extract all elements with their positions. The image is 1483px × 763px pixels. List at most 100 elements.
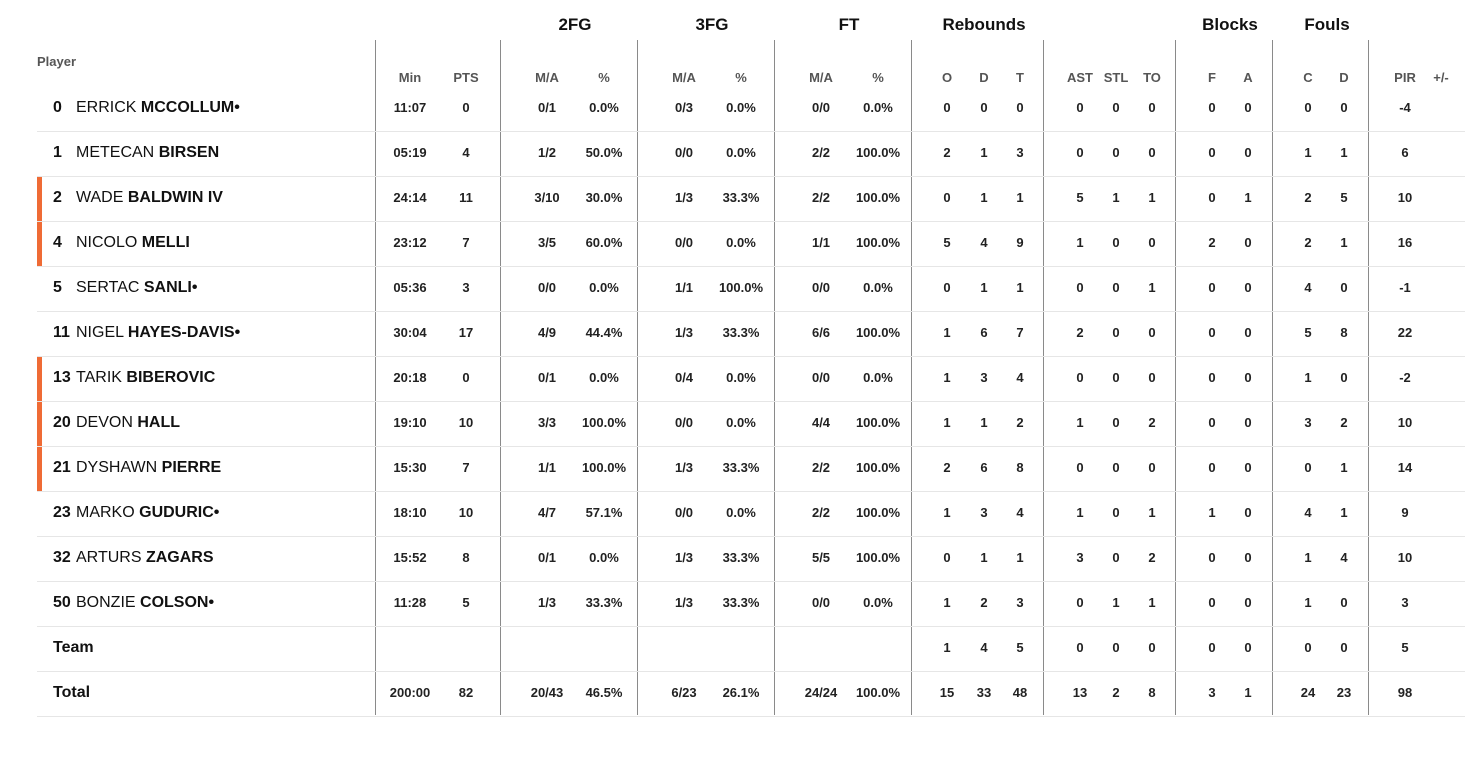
column-divider xyxy=(637,40,638,715)
column-header-to[interactable]: TO xyxy=(1143,70,1161,85)
row-divider xyxy=(37,131,1465,132)
column-header-reb-o[interactable]: O xyxy=(941,70,953,85)
column-header-3fg-ma[interactable]: M/A xyxy=(672,70,696,85)
player-name-link[interactable]: BONZIE COLSON• xyxy=(76,592,214,614)
stat-cell-fg2-pct: 100.0% xyxy=(581,460,627,475)
stat-cell-ft-pct: 100.0% xyxy=(855,550,901,565)
stat-cell-blk-f: 0 xyxy=(1208,325,1216,340)
player-name-link[interactable]: NICOLO MELLI xyxy=(76,232,190,254)
player-last-name: BIRSEN xyxy=(158,144,220,161)
player-first-name: ARTURS xyxy=(76,549,142,566)
stat-cell-pir: 9 xyxy=(1401,505,1409,520)
column-divider xyxy=(1272,40,1273,715)
group-header-2fg: 2FG xyxy=(558,15,592,34)
player-number: 21 xyxy=(53,459,71,476)
column-header-ft-pct[interactable]: % xyxy=(872,70,884,85)
stat-cell-blk-a: 0 xyxy=(1244,595,1252,610)
stat-cell-stl: 0 xyxy=(1112,460,1120,475)
row-divider xyxy=(37,311,1465,312)
stat-cell-reb-t: 1 xyxy=(1016,280,1024,295)
column-header-plusminus[interactable]: +/- xyxy=(1433,70,1449,85)
stat-cell-ast: 2 xyxy=(1076,325,1084,340)
stat-cell-min: 05:19 xyxy=(393,145,427,160)
column-header-stl[interactable]: STL xyxy=(1103,70,1129,85)
stat-cell-reb-t: 3 xyxy=(1016,145,1024,160)
stat-cell-ft-pct: 0.0% xyxy=(863,370,893,385)
column-header-2fg-ma[interactable]: M/A xyxy=(535,70,559,85)
stat-cell-blk-a: 0 xyxy=(1244,280,1252,295)
stat-cell-pir: 22 xyxy=(1397,325,1413,340)
column-header-ft-ma[interactable]: M/A xyxy=(809,70,833,85)
row-divider xyxy=(37,401,1465,402)
column-header-blk-a[interactable]: A xyxy=(1243,70,1253,85)
column-header-player[interactable]: Player xyxy=(37,54,77,69)
player-name-link[interactable]: NIGEL HAYES-DAVIS• xyxy=(76,322,240,344)
stat-cell-pts: 11 xyxy=(459,190,473,205)
player-name-link[interactable]: ERRICK MCCOLLUM• xyxy=(76,97,240,119)
stat-cell-fg3-pct: 0.0% xyxy=(726,145,756,160)
column-header-pts[interactable]: PTS xyxy=(453,70,479,85)
stat-cell-to: 2 xyxy=(1148,550,1156,565)
stat-cell-fg2-pct: 33.3% xyxy=(585,595,623,610)
stat-cell-reb-o: 1 xyxy=(943,640,951,655)
group-header-3fg: 3FG xyxy=(695,15,729,34)
column-header-reb-t[interactable]: T xyxy=(1016,70,1024,85)
stat-cell-ft-ma: 5/5 xyxy=(811,550,831,565)
stat-cell-pts: 8 xyxy=(462,550,470,565)
group-header-rebounds: Rebounds xyxy=(942,15,1026,34)
stat-cell-stl: 1 xyxy=(1112,595,1120,610)
column-header-blk-f[interactable]: F xyxy=(1208,70,1216,85)
stat-cell-min: 20:18 xyxy=(393,370,427,385)
player-name-link[interactable]: METECAN BIRSEN xyxy=(76,142,219,164)
stat-cell-fouls-d: 0 xyxy=(1340,370,1348,385)
stat-cell-fg2-pct: 0.0% xyxy=(589,100,619,115)
player-name-link[interactable]: DEVON HALL xyxy=(76,412,180,434)
stat-cell-reb-o: 2 xyxy=(943,460,951,475)
stat-cell-stl: 0 xyxy=(1112,370,1120,385)
stat-cell-fg2-pct: 44.4% xyxy=(585,325,623,340)
column-header-fouls-d[interactable]: D xyxy=(1339,70,1349,85)
stat-cell-min: 23:12 xyxy=(393,235,427,250)
player-last-name: PIERRE xyxy=(161,459,222,476)
stat-cell-min: 05:36 xyxy=(393,280,427,295)
player-name-link[interactable]: WADE BALDWIN IV xyxy=(76,187,223,209)
stat-cell-ft-pct: 0.0% xyxy=(863,100,893,115)
stat-cell-ft-ma: 2/2 xyxy=(811,505,831,520)
column-header-fouls-c[interactable]: C xyxy=(1303,70,1313,85)
player-name-link[interactable]: ARTURS ZAGARS xyxy=(76,547,214,569)
stat-cell-pts: 4 xyxy=(462,145,470,160)
column-header-2fg-pct[interactable]: % xyxy=(598,70,610,85)
player-number: 11 xyxy=(53,324,70,341)
player-name-link[interactable]: SERTAC SANLI• xyxy=(76,277,197,299)
column-header-min[interactable]: Min xyxy=(398,70,422,85)
stat-cell-ft-ma: 4/4 xyxy=(811,415,831,430)
player-last-name: HAYES-DAVIS xyxy=(127,324,235,341)
stat-cell-fg2-ma: 0/1 xyxy=(537,550,557,565)
stat-cell-fouls-d: 1 xyxy=(1340,460,1348,475)
stat-cell-fg3-pct: 0.0% xyxy=(726,235,756,250)
stat-cell-blk-f: 0 xyxy=(1208,280,1216,295)
stat-cell-ft-pct: 100.0% xyxy=(855,415,901,430)
stat-cell-fg3-ma: 0/0 xyxy=(674,505,694,520)
stat-cell-ast: 0 xyxy=(1076,145,1084,160)
player-name-link[interactable]: MARKO GUDURIC• xyxy=(76,502,219,524)
stat-cell-ft-ma: 6/6 xyxy=(811,325,831,340)
column-header-3fg-pct[interactable]: % xyxy=(735,70,747,85)
stat-cell-reb-t: 4 xyxy=(1016,370,1024,385)
stat-cell-fouls-c: 4 xyxy=(1304,280,1312,295)
player-name-link[interactable]: TARIK BIBEROVIC xyxy=(76,367,215,389)
stat-cell-ft-ma: 0/0 xyxy=(811,100,831,115)
stat-cell-ft-ma: 2/2 xyxy=(811,190,831,205)
stat-cell-blk-a: 1 xyxy=(1244,685,1252,700)
stat-cell-min: 24:14 xyxy=(393,190,427,205)
stat-cell-ft-pct: 100.0% xyxy=(855,190,901,205)
stat-cell-stl: 0 xyxy=(1112,640,1120,655)
player-name-link[interactable]: DYSHAWN PIERRE xyxy=(76,457,221,479)
stat-cell-ast: 0 xyxy=(1076,460,1084,475)
stat-cell-fouls-d: 8 xyxy=(1340,325,1348,340)
player-last-name: COLSON xyxy=(140,594,209,611)
column-header-pir[interactable]: PIR xyxy=(1394,70,1416,85)
column-header-reb-d[interactable]: D xyxy=(979,70,989,85)
stat-cell-fouls-c: 0 xyxy=(1304,100,1312,115)
column-header-ast[interactable]: AST xyxy=(1067,70,1093,85)
